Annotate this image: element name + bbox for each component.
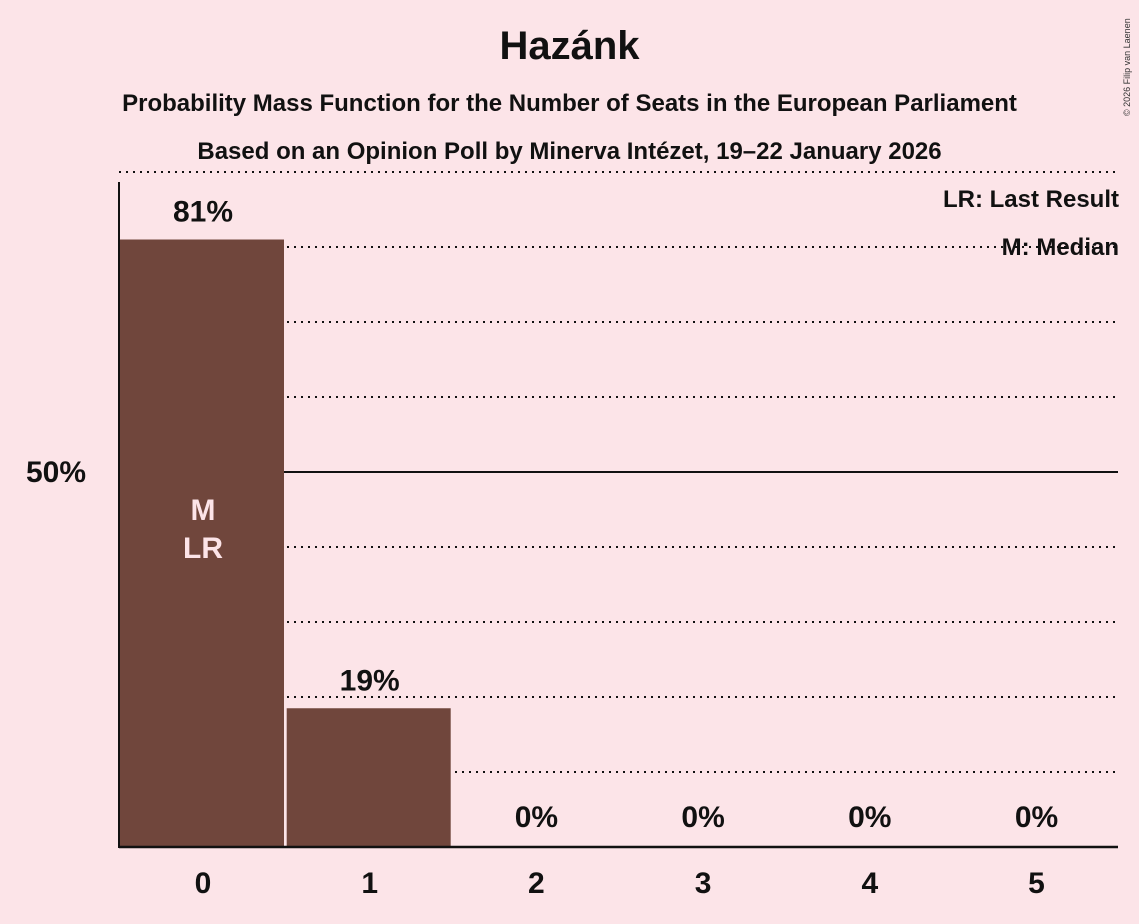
bar-value-label: 0% <box>515 801 558 834</box>
bar-value-label: 81% <box>173 196 233 229</box>
x-tick-1: 1 <box>361 867 378 900</box>
x-tick-2: 2 <box>528 867 545 900</box>
bar-value-label: 0% <box>681 801 724 834</box>
bar-value-label: 19% <box>340 664 400 697</box>
x-tick-0: 0 <box>195 867 212 900</box>
chart-title: Hazánk <box>499 24 640 68</box>
chart-source-line: Based on an Opinion Poll by Minerva Inté… <box>197 138 942 165</box>
legend-median: M: Median <box>1001 234 1119 261</box>
chart-subtitle: Probability Mass Function for the Number… <box>122 90 1017 117</box>
y-tick-50: 50% <box>26 456 87 489</box>
x-tick-4: 4 <box>861 867 878 900</box>
x-tick-5: 5 <box>1028 867 1045 900</box>
x-tick-3: 3 <box>695 867 712 900</box>
legend-last-result: LR: Last Result <box>942 186 1119 213</box>
bar-value-label: 0% <box>848 801 891 834</box>
bar-value-label: 0% <box>1015 801 1058 834</box>
marker-lr: LR <box>183 532 223 565</box>
marker-m: M <box>191 494 216 527</box>
bar-seats-1 <box>286 708 451 847</box>
bar-seats-0 <box>120 239 284 847</box>
